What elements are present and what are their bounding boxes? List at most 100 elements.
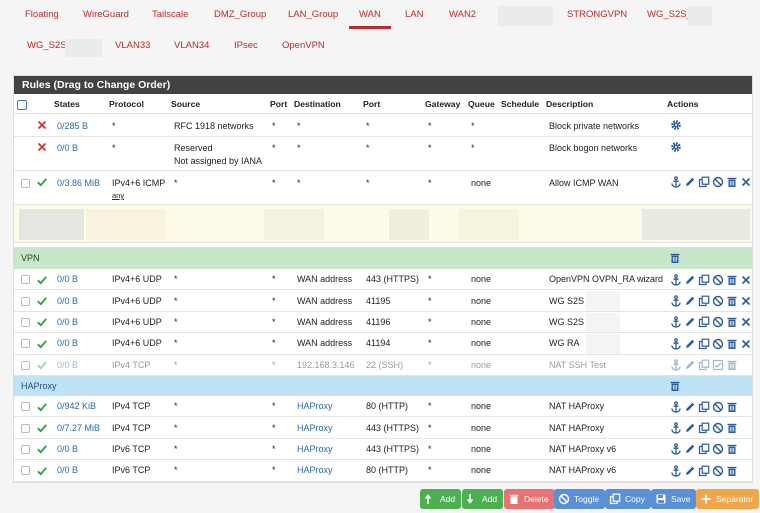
trash-icon[interactable]	[726, 443, 738, 455]
copy-icon[interactable]	[698, 422, 710, 434]
enable-icon[interactable]	[712, 359, 724, 371]
anchor-icon[interactable]	[670, 422, 682, 434]
states-value[interactable]: 0/0 B	[57, 338, 79, 349]
pencil-icon[interactable]	[684, 359, 696, 371]
col-description[interactable]: Description	[546, 99, 594, 109]
pencil-icon[interactable]	[684, 443, 696, 455]
tab-ipsec[interactable]: IPsec	[234, 40, 258, 51]
delete-button[interactable]: Delete	[504, 489, 555, 509]
tab-strongvpn[interactable]: STRONGVPN	[567, 9, 628, 20]
pencil-icon[interactable]	[684, 422, 696, 434]
table-row[interactable]: 0/0 B * Reserved Not assigned by IANA * …	[14, 137, 752, 171]
col-destination[interactable]: Destination	[294, 99, 341, 109]
row-checkbox[interactable]	[21, 339, 30, 349]
disable-icon[interactable]	[712, 401, 724, 413]
trash-icon[interactable]	[726, 422, 738, 434]
tab-wan[interactable]: WAN	[349, 0, 391, 30]
gear-icon[interactable]	[670, 119, 682, 131]
col-queue[interactable]: Queue	[468, 99, 495, 109]
col-protocol[interactable]: Protocol	[109, 99, 144, 109]
destination-value[interactable]: HAProxy	[297, 422, 333, 433]
close-icon[interactable]	[740, 274, 752, 286]
pencil-icon[interactable]	[684, 401, 696, 413]
table-row[interactable]: 0/285 B * RFC 1918 networks * * * * * Bl…	[14, 115, 752, 137]
anchor-icon[interactable]	[670, 176, 682, 188]
states-value[interactable]: 0/285 B	[57, 121, 89, 131]
states-value[interactable]: 0/0 B	[57, 274, 79, 285]
copy-icon[interactable]	[698, 338, 710, 350]
copy-icon[interactable]	[698, 443, 710, 455]
select-all-checkbox[interactable]	[17, 100, 27, 110]
anchor-icon[interactable]	[670, 273, 682, 286]
row-checkbox[interactable]	[21, 275, 30, 285]
row-checkbox[interactable]	[21, 423, 30, 433]
col-dest-port[interactable]: Port	[363, 99, 381, 109]
tab-dmz-group[interactable]: DMZ_Group	[214, 9, 267, 20]
disable-icon[interactable]	[712, 176, 724, 188]
trash-icon[interactable]	[669, 252, 681, 264]
disable-icon[interactable]	[712, 295, 724, 307]
separator-haproxy[interactable]: HAProxy	[14, 376, 752, 396]
row-checkbox[interactable]	[21, 317, 30, 327]
copy-icon[interactable]	[698, 274, 710, 286]
pencil-icon[interactable]	[684, 316, 696, 328]
table-row[interactable]: 0/942 KiB IPv4 TCP * * HAProxy 80 (HTTP)…	[14, 396, 752, 418]
pencil-icon[interactable]	[684, 274, 696, 286]
trash-icon[interactable]	[726, 274, 738, 286]
row-checkbox[interactable]	[21, 444, 30, 454]
col-gateway[interactable]: Gateway	[425, 99, 461, 109]
pencil-icon[interactable]	[684, 176, 696, 188]
states-value[interactable]: 0/0 B	[57, 443, 79, 454]
trash-icon[interactable]	[726, 465, 738, 477]
states-value[interactable]: 0/0 B	[57, 143, 79, 153]
tab-wg-s2s-1[interactable]: WG_S2S_	[647, 9, 692, 20]
trash-icon[interactable]	[726, 176, 738, 188]
col-schedule[interactable]: Schedule	[501, 99, 540, 109]
trash-icon[interactable]	[726, 338, 738, 350]
anchor-icon[interactable]	[670, 400, 682, 413]
table-row[interactable]: 0/3.86 MiB IPv4+6 ICMP any * * * * * non…	[14, 171, 752, 205]
anchor-icon[interactable]	[670, 295, 682, 307]
copy-button[interactable]: Copy	[605, 489, 651, 509]
row-checkbox[interactable]	[21, 360, 30, 370]
add-top-button[interactable]: Add	[420, 489, 462, 509]
states-value[interactable]: 0/0 B	[57, 316, 79, 327]
anchor-icon[interactable]	[670, 465, 682, 477]
anchor-icon[interactable]	[670, 443, 682, 456]
tab-openvpn[interactable]: OpenVPN	[282, 40, 325, 51]
copy-icon[interactable]	[698, 401, 710, 413]
close-icon[interactable]	[740, 295, 752, 307]
table-row[interactable]: 0/0 B IPv4+6 UDP * * WAN address 41194 *…	[14, 333, 752, 355]
tab-tailscale[interactable]: Tailscale	[152, 9, 189, 20]
anchor-icon[interactable]	[670, 359, 682, 371]
tab-vlan34[interactable]: VLAN34	[174, 40, 210, 51]
col-port[interactable]: Port	[270, 99, 288, 109]
separator-vpn[interactable]: VPN	[14, 247, 752, 269]
trash-icon[interactable]	[669, 380, 681, 392]
close-icon[interactable]	[740, 338, 752, 350]
disable-icon[interactable]	[712, 274, 724, 286]
states-value[interactable]: 0/942 KiB	[57, 401, 97, 412]
copy-icon[interactable]	[698, 295, 710, 307]
table-row[interactable]: 0/0 B IPv4+6 UDP * * WAN address 41196 *…	[14, 311, 752, 334]
tab-wireguard[interactable]: WireGuard	[83, 9, 129, 20]
row-checkbox[interactable]	[21, 296, 30, 306]
row-checkbox[interactable]	[21, 466, 30, 476]
table-row[interactable]: 0/0 B IPv6 TCP * * HAProxy 443 (HTTPS) *…	[14, 438, 752, 461]
disable-icon[interactable]	[712, 465, 724, 477]
table-row[interactable]: 0/0 B IPv4+6 UDP * * WAN address 41195 *…	[14, 290, 752, 312]
close-icon[interactable]	[740, 176, 752, 188]
states-value[interactable]: 0/3.86 MiB	[57, 178, 101, 188]
col-states[interactable]: States	[54, 99, 80, 109]
row-checkbox[interactable]	[21, 179, 30, 188]
copy-icon[interactable]	[698, 359, 710, 371]
tab-wg-s2s-2[interactable]: WG_S2S_	[27, 40, 72, 51]
close-icon[interactable]	[740, 316, 752, 328]
trash-icon[interactable]	[726, 316, 738, 328]
states-value[interactable]: 0/0 B	[57, 359, 79, 370]
destination-value[interactable]: HAProxy	[297, 443, 333, 454]
disable-icon[interactable]	[712, 443, 724, 455]
tab-floating[interactable]: Floating	[25, 9, 59, 20]
gear-icon[interactable]	[670, 141, 682, 153]
add-bottom-button[interactable]: Add	[462, 489, 504, 509]
